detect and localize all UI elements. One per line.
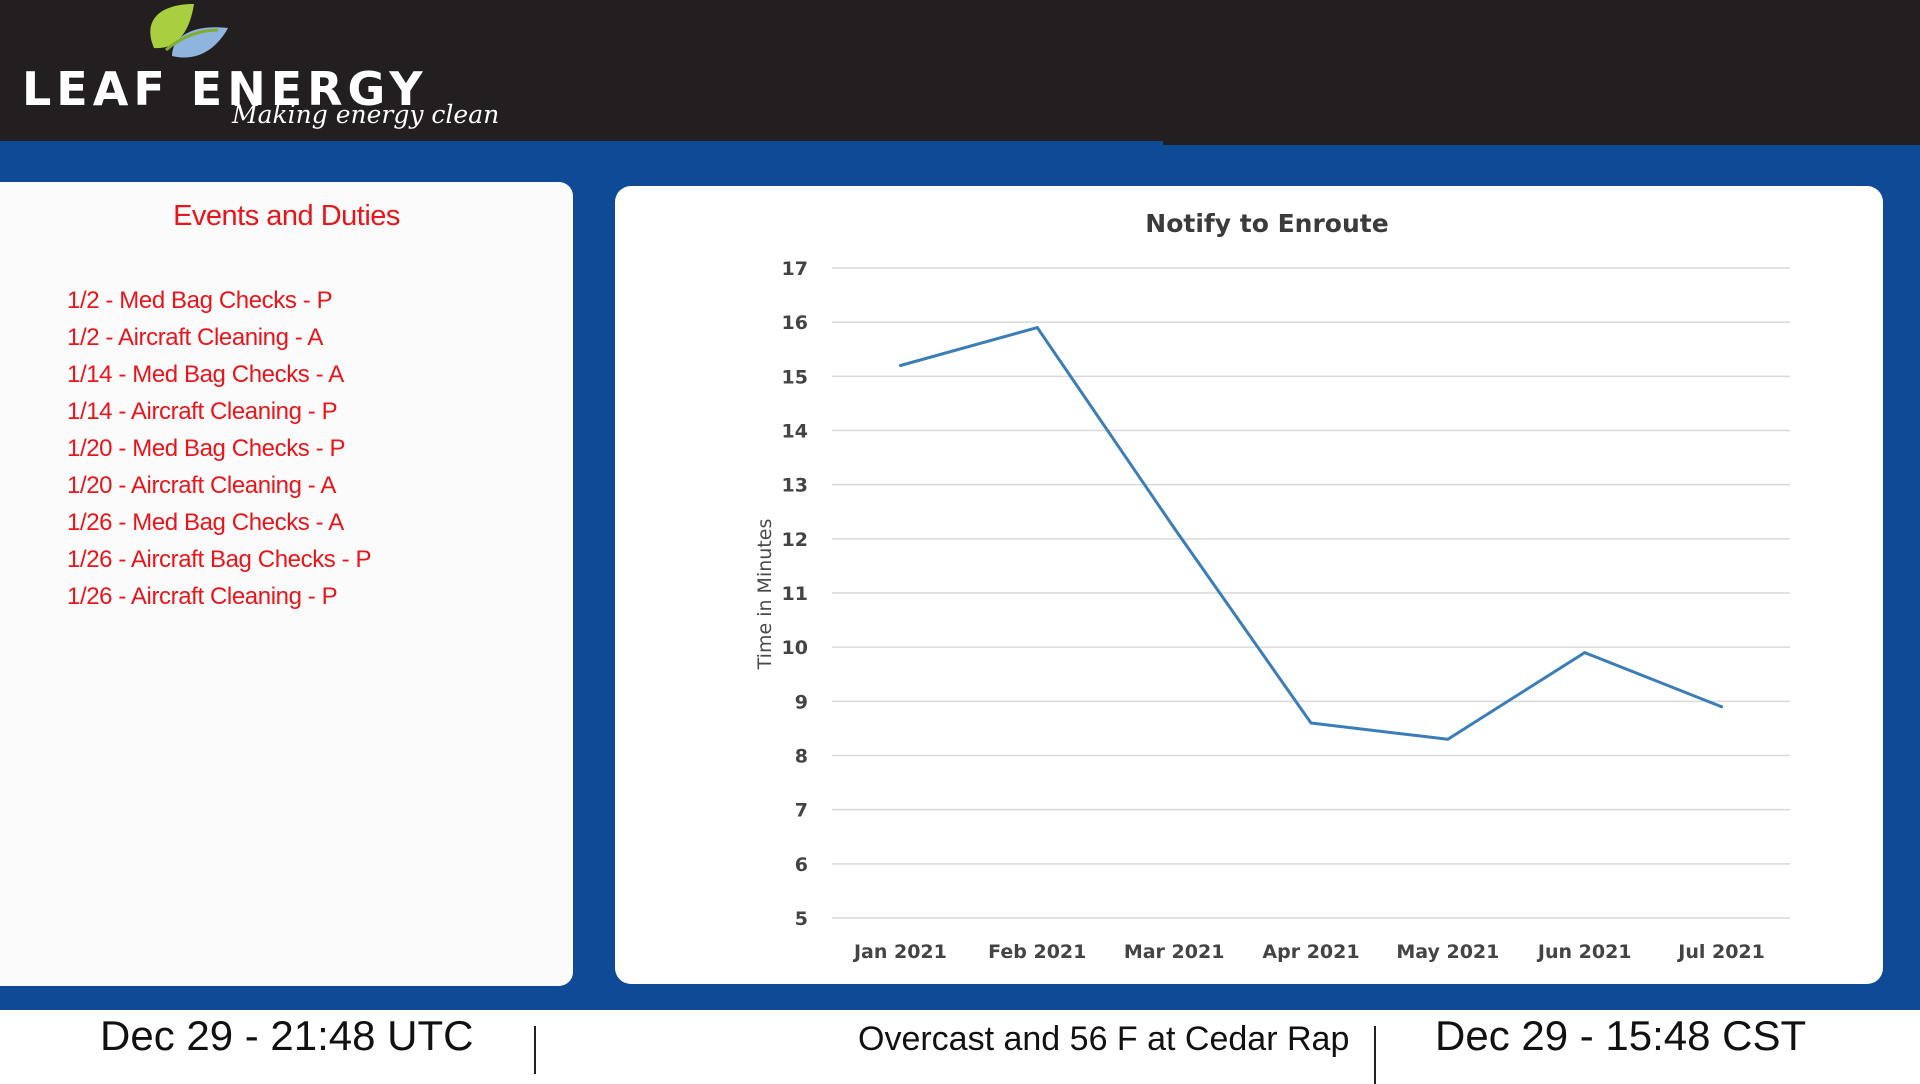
chart-title: Notify to Enroute (1145, 209, 1388, 238)
header-accent-strip (0, 141, 1163, 149)
x-tick-label: Feb 2021 (988, 941, 1086, 963)
event-item: 1/26 - Aircraft Cleaning - P (67, 583, 338, 610)
y-tick-label: 6 (795, 854, 808, 876)
event-item: 1/14 - Med Bag Checks - A (67, 361, 344, 388)
y-tick-label: 13 (782, 475, 808, 497)
data-point (1172, 526, 1176, 530)
leaf-logo-icon (150, 4, 228, 58)
data-point (1309, 721, 1313, 725)
event-item: 1/2 - Med Bag Checks - P (67, 287, 333, 314)
x-tick-label: Jan 2021 (852, 941, 947, 963)
y-tick-label: 11 (782, 583, 808, 605)
series-lines (898, 326, 1724, 741)
data-point (1720, 705, 1724, 709)
y-tick-label: 14 (782, 421, 808, 443)
line-chart: 5 6 7 8 9 10 11 12 13 14 15 16 17 Jan 2021 Feb 2021 Ma… (754, 209, 1790, 963)
events-panel: Events and Duties 1/2 - Med Bag Checks -… (0, 182, 573, 986)
header-bar (0, 0, 1920, 145)
data-point (1583, 651, 1587, 655)
events-title: Events and Duties (173, 200, 400, 232)
grid-lines (832, 267, 1790, 919)
data-point (898, 364, 902, 367)
data-point (1035, 326, 1039, 330)
event-item: 1/26 - Med Bag Checks - A (67, 509, 344, 536)
y-tick-label: 16 (782, 312, 808, 334)
chart-panel: 5 6 7 8 9 10 11 12 13 14 15 16 17 Jan 2021 Feb 2021 Ma… (615, 186, 1883, 984)
x-tick-label: May 2021 (1396, 941, 1499, 963)
y-tick-label: 8 (795, 746, 808, 768)
y-tick-label: 15 (782, 366, 808, 388)
y-tick-label: 17 (782, 258, 808, 280)
y-tick-labels: 5 6 7 8 9 10 11 12 13 14 15 16 17 (782, 258, 808, 930)
x-tick-label: Mar 2021 (1124, 941, 1225, 963)
leaf-energy-logo: LEAF ENERGY Making energy clean (22, 0, 532, 140)
x-tick-label: Apr 2021 (1262, 941, 1359, 963)
data-point (1446, 737, 1450, 741)
y-tick-label: 10 (782, 637, 808, 659)
events-list: 1/2 - Med Bag Checks - P 1/2 - Aircraft … (67, 282, 372, 615)
footer-divider (534, 1026, 536, 1074)
event-item: 1/20 - Med Bag Checks - P (67, 435, 346, 462)
event-item: 1/2 - Aircraft Cleaning - A (67, 324, 323, 351)
footer-divider (1374, 1026, 1376, 1084)
event-item: 1/20 - Aircraft Cleaning - A (67, 472, 336, 499)
cst-time: Dec 29 - 15:48 CST (1435, 1012, 1807, 1059)
y-tick-label: 5 (795, 908, 808, 930)
y-tick-label: 7 (795, 800, 808, 822)
utc-time: Dec 29 - 21:48 UTC (100, 1012, 474, 1059)
logo-wordmark: LEAF ENERGY (22, 62, 428, 116)
footer-bar: Dec 29 - 21:48 UTC Overcast and 56 F at … (0, 1010, 1920, 1084)
x-tick-label: Jun 2021 (1536, 941, 1632, 963)
y-tick-label: 9 (795, 691, 808, 713)
x-tick-label: Jul 2021 (1676, 941, 1765, 963)
event-item: 1/26 - Aircraft Bag Checks - P (67, 546, 372, 573)
y-axis-label: Time in Minutes (754, 519, 776, 671)
weather-text: Overcast and 56 F at Cedar Rap (858, 1020, 1350, 1058)
series-line (900, 326, 1723, 741)
logo-tagline: Making energy clean (232, 100, 500, 129)
event-item: 1/14 - Aircraft Cleaning - P (67, 398, 338, 425)
y-tick-label: 12 (782, 529, 808, 551)
x-tick-labels: Jan 2021 Feb 2021 Mar 2021 Apr 2021 May 2021… (852, 941, 1765, 963)
